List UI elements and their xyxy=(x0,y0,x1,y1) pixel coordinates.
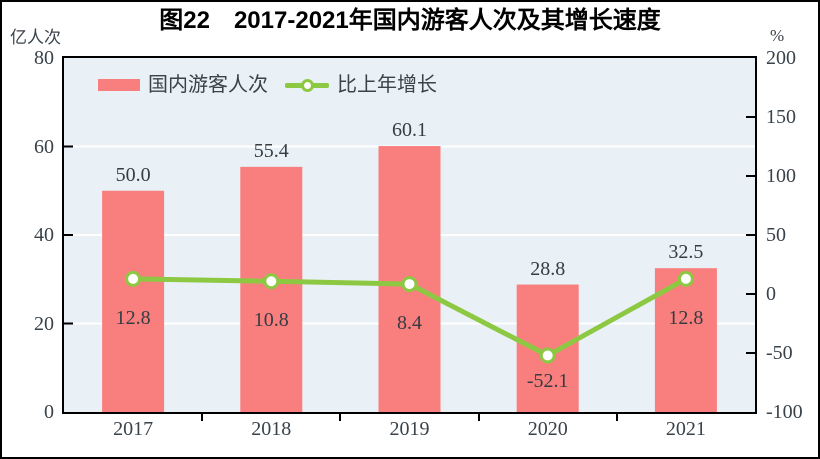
legend-item: 比上年增长 xyxy=(285,73,437,97)
line-value-label-2018: 10.8 xyxy=(253,309,289,332)
x-tick-label-2018: 2018 xyxy=(251,418,292,440)
bar-value-label-2020: 28.8 xyxy=(530,257,566,280)
bar-2017 xyxy=(102,190,165,412)
x-axis-tick xyxy=(477,414,480,421)
y-right-tick-label-100: 100 xyxy=(766,165,796,187)
bar-value-label-2021: 32.5 xyxy=(668,241,704,264)
x-tick-label-2017: 2017 xyxy=(113,418,154,440)
y-left-tick-label-0: 0 xyxy=(44,401,54,423)
line-marker-2021 xyxy=(677,270,694,287)
y-right-tick-label-150: 150 xyxy=(766,106,796,128)
chart-title: 图22 2017-2021年国内游客人次及其增长速度 xyxy=(159,7,661,34)
x-axis-tick xyxy=(615,414,618,421)
line-marker-2017 xyxy=(125,270,142,287)
bar-2018 xyxy=(240,166,303,412)
line-value-label-2021: 12.8 xyxy=(668,306,704,329)
y-left-tick-label-20: 20 xyxy=(34,312,54,335)
line-value-label-2019: 8.4 xyxy=(397,312,422,335)
y-left-tick-label-80: 80 xyxy=(34,47,54,69)
line-value-label-2020: -52.1 xyxy=(526,370,569,393)
x-axis-tick xyxy=(339,414,342,421)
y-left-tick-label-60: 60 xyxy=(34,135,54,158)
plot-area: 国内游客人次 比上年增长 xyxy=(62,56,757,414)
line-value-label-2017: 12.8 xyxy=(115,306,151,329)
y-right-tick-label-0: 0 xyxy=(766,283,776,305)
x-tick-label-2019: 2019 xyxy=(389,418,430,440)
line-marker-2019 xyxy=(401,276,418,293)
legend-label: 国内游客人次 xyxy=(148,74,268,96)
line-marker-2020 xyxy=(539,347,556,364)
legend-bar-swatch-icon xyxy=(98,79,140,91)
legend-label: 比上年增长 xyxy=(337,74,437,96)
bar-value-label-2018: 55.4 xyxy=(253,139,289,162)
y-right-tick-label--100: -100 xyxy=(766,401,803,423)
y-right-tick-label-50: 50 xyxy=(766,224,786,246)
legend: 国内游客人次 比上年增长 xyxy=(98,73,437,97)
y-left-tick-label-40: 40 xyxy=(34,224,54,246)
legend-line-marker-icon xyxy=(285,78,329,92)
x-tick-label-2021: 2021 xyxy=(665,418,706,440)
bar-value-label-2019: 60.1 xyxy=(392,119,427,142)
bar-value-label-2017: 50.0 xyxy=(115,163,151,186)
x-tick-label-2020: 2020 xyxy=(527,418,568,440)
right-axis-unit-label: % xyxy=(770,26,785,45)
left-axis-unit-label: 亿人次 xyxy=(10,28,61,47)
plot-canvas xyxy=(64,58,755,412)
line-marker-2018 xyxy=(263,273,280,290)
y-right-tick-label--50: -50 xyxy=(766,342,793,364)
legend-line-dot xyxy=(300,78,314,92)
x-axis-tick xyxy=(201,414,204,421)
y-right-tick-label-200: 200 xyxy=(766,47,796,69)
legend-item: 国内游客人次 xyxy=(98,73,268,97)
